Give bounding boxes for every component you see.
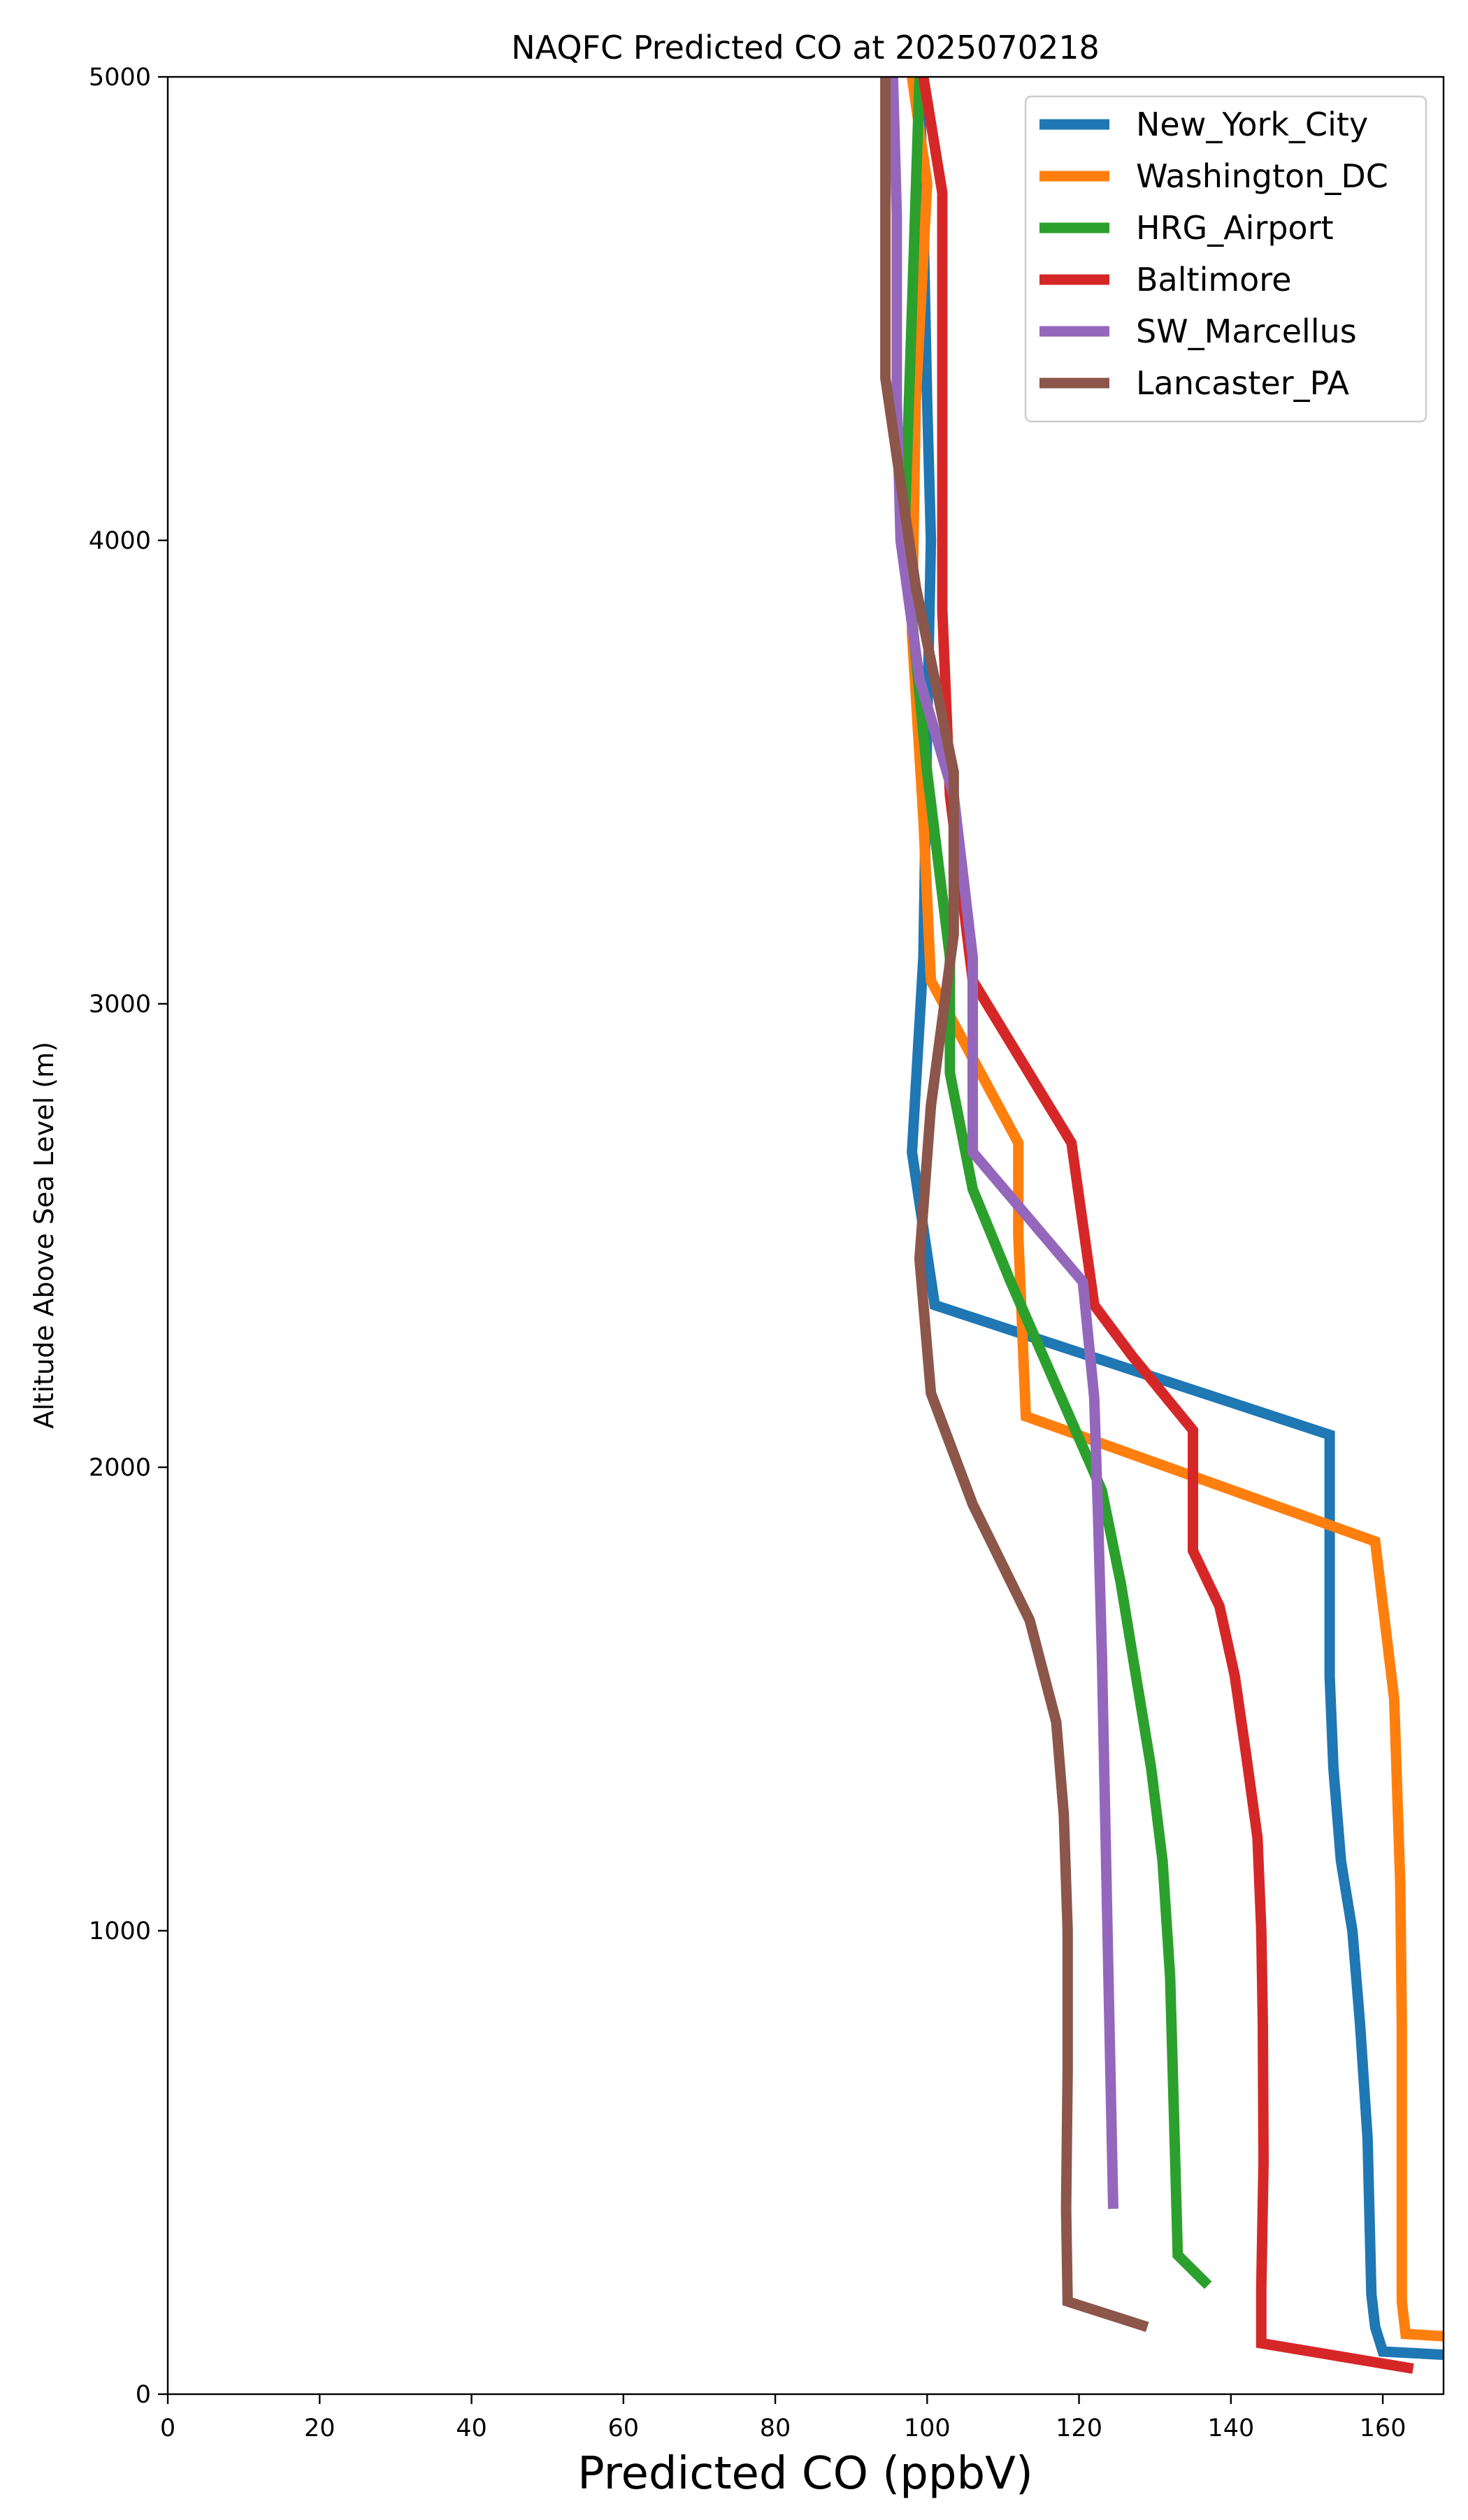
x-axis-label: Predicted CO (ppbV) <box>577 2448 1033 2500</box>
x-tick-label: 160 <box>1360 2414 1406 2442</box>
legend-label: Washington_DC <box>1136 157 1388 195</box>
x-tick-label: 100 <box>904 2414 951 2442</box>
legend-label: New_York_City <box>1136 106 1368 143</box>
y-axis-label: Altitude Above Sea Level (m) <box>29 1042 59 1429</box>
x-tick-label: 0 <box>160 2414 175 2442</box>
chart-title: NAQFC Predicted CO at 2025070218 <box>511 29 1100 66</box>
plot-area <box>168 77 1444 2394</box>
x-tick-label: 40 <box>456 2414 487 2442</box>
legend: New_York_City Washington_DC HRG_Airport Bal… <box>1026 96 1426 422</box>
x-tick-label: 120 <box>1056 2414 1102 2442</box>
y-tick-label: 0 <box>136 2381 151 2409</box>
y-tick-label: 2000 <box>89 1454 151 1482</box>
legend-label: HRG_Airport <box>1136 209 1334 247</box>
y-tick-label: 3000 <box>89 991 151 1018</box>
y-tick-label: 4000 <box>89 527 151 555</box>
x-tick-label: 80 <box>760 2414 791 2442</box>
y-tick-label: 5000 <box>89 64 151 92</box>
legend-label: SW_Marcellus <box>1136 312 1357 350</box>
x-tick-label: 60 <box>608 2414 640 2442</box>
y-tick-label: 1000 <box>89 1917 151 1945</box>
legend-label: Lancaster_PA <box>1136 364 1349 402</box>
x-tick-label: 140 <box>1207 2414 1254 2442</box>
x-tick-label: 20 <box>304 2414 336 2442</box>
legend-label: Baltimore <box>1136 261 1292 298</box>
